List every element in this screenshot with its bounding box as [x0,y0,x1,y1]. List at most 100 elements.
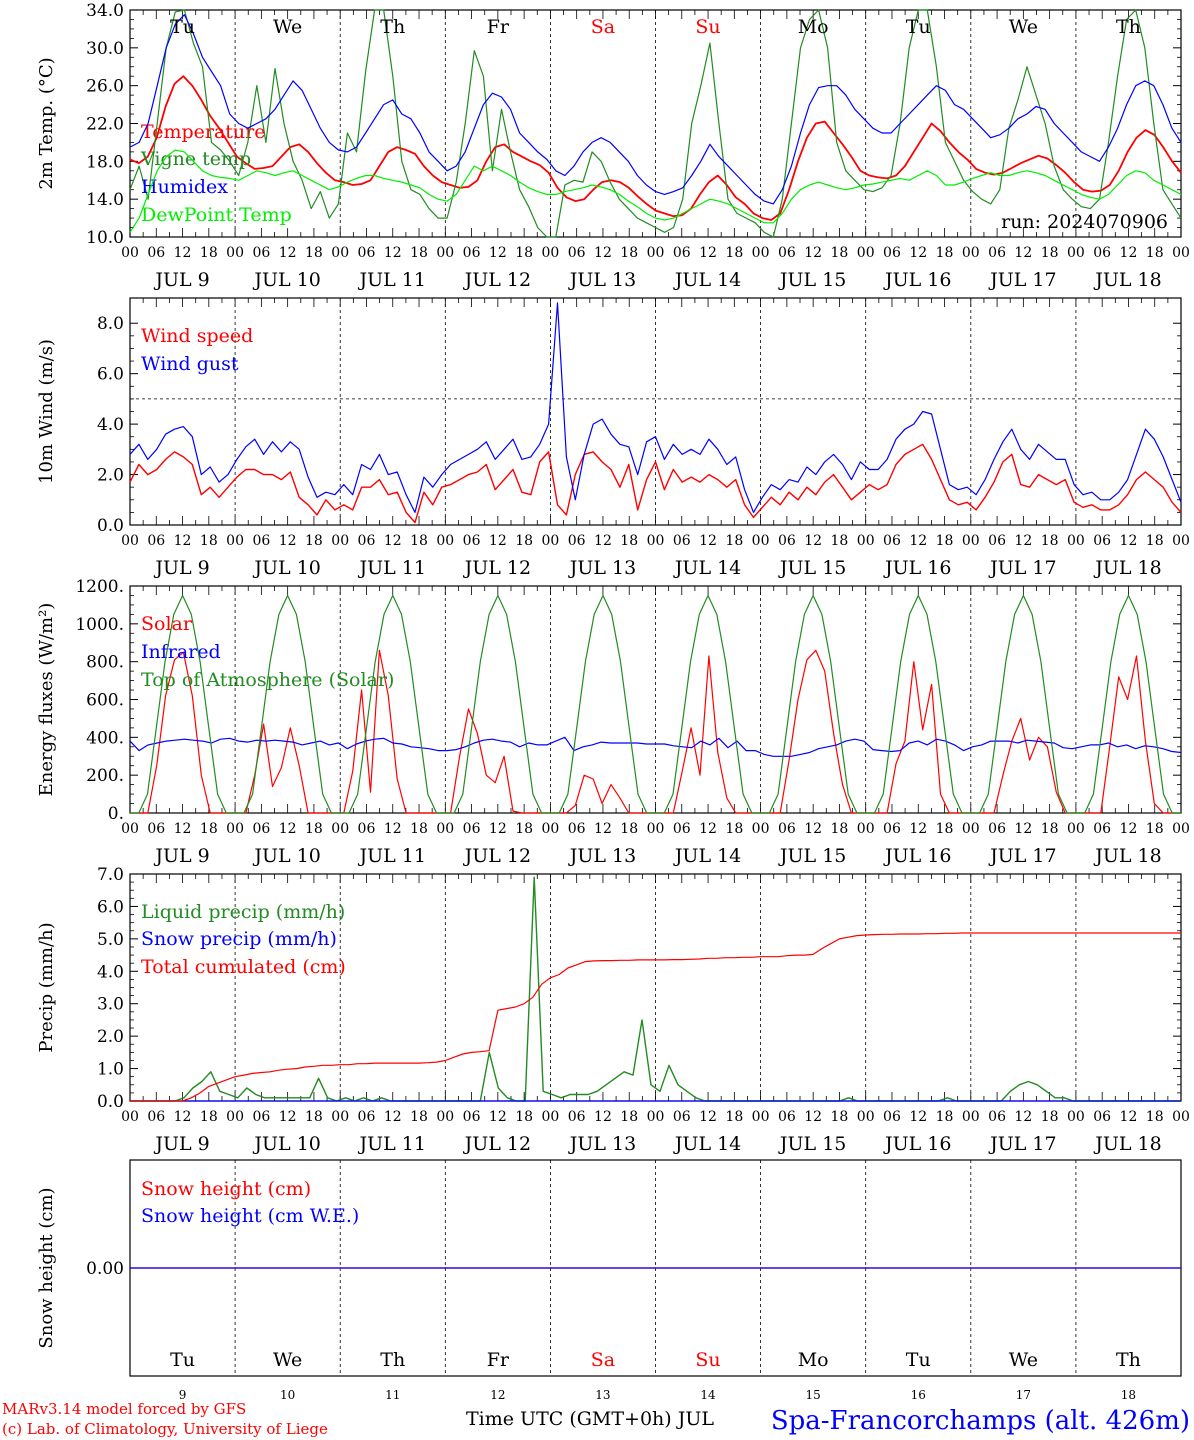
hour-label: 06 [988,533,1006,549]
hour-label: 06 [252,245,270,261]
date-label: JUL 14 [673,269,741,291]
hour-label: 12 [1120,821,1138,837]
hour-label: 18 [200,821,218,837]
hour-label: 00 [331,1109,349,1125]
legend-entry: Temperature [141,121,265,143]
day-abbr: We [1009,16,1038,38]
hour-label: 06 [883,821,901,837]
y-tick-label: 2.0 [97,1027,124,1047]
hour-label: 12 [384,533,402,549]
hour-label: 18 [305,1109,323,1125]
hour-label: 18 [1146,533,1164,549]
hour-label: 00 [541,533,559,549]
day-abbr: Mo [798,16,829,38]
date-label: JUL 13 [568,1133,636,1155]
hour-label: 06 [358,1109,376,1125]
hour-label: 12 [699,245,717,261]
hour-label: 12 [804,821,822,837]
day-number: 15 [806,1388,821,1402]
day-number: 13 [595,1388,610,1402]
hour-label: 00 [436,245,454,261]
day-abbr: Su [695,16,720,38]
hour-label: 06 [673,821,691,837]
hour-label: 00 [121,245,139,261]
hour-label: 18 [410,533,428,549]
hour-label: 00 [1067,1109,1085,1125]
hour-label: 18 [831,533,849,549]
date-label: JUL 11 [358,269,426,291]
day-number: 17 [1016,1388,1031,1402]
hour-label: 00 [331,821,349,837]
hour-label: 18 [200,1109,218,1125]
y-tick-label: 600. [86,691,124,711]
hour-label: 06 [147,245,165,261]
hour-label: 18 [936,533,954,549]
date-label: JUL 16 [883,845,951,867]
hour-label: 12 [489,245,507,261]
hour-label: 00 [436,821,454,837]
hour-label: 12 [174,1109,192,1125]
y-tick-label: 400. [86,728,124,748]
series-line-4 [129,149,1182,233]
hour-label: 00 [752,1109,770,1125]
hour-label: 06 [1093,533,1111,549]
date-label: JUL 10 [252,557,320,579]
legend-entry: Snow precip (mm/h) [141,928,337,950]
day-number: 14 [700,1388,716,1402]
hour-label: 18 [936,821,954,837]
hour-label: 12 [384,245,402,261]
series-line-2 [129,302,1182,514]
y-tick-label: 1000. [75,615,124,635]
date-label: JUL 10 [252,845,320,867]
hour-label: 06 [252,1109,270,1125]
hour-label: 06 [147,821,165,837]
y-tick-label: 4.0 [97,415,124,435]
hour-label: 12 [1014,821,1032,837]
hour-label: 00 [121,1109,139,1125]
series-line-3 [130,932,1181,1102]
hour-label: 12 [489,821,507,837]
hour-label: 00 [857,245,875,261]
hour-label: 00 [857,1109,875,1125]
hour-label: 12 [1120,533,1138,549]
date-label: JUL 17 [988,1133,1056,1155]
hour-label: 18 [515,533,533,549]
hour-label: 06 [463,533,481,549]
legend-entry: Top of Atmosphere (Solar) [141,669,394,691]
day-abbr: Tu [170,16,195,38]
day-abbr: Th [380,16,405,38]
hour-label: 18 [620,533,638,549]
y-tick-label: 30.0 [86,39,124,59]
hour-label: 12 [384,1109,402,1125]
day-abbr: Sa [591,1349,615,1371]
hour-label: 00 [121,533,139,549]
hour-label: 12 [489,533,507,549]
hour-label: 06 [463,245,481,261]
date-label: JUL 15 [778,845,846,867]
station-label: Spa-Francorchamps (alt. 426m) [771,1406,1190,1436]
legend-entry: Vigne temp [140,148,251,170]
panel-4: 0.0 1.0 2.0 3.0 4.0 5.0 6.0 7.0 Precip (mm/h) Liq… [36,865,1190,1155]
hour-label: 12 [594,1109,612,1125]
hour-label: 00 [1172,821,1190,837]
hour-label: 12 [279,245,297,261]
hour-label: 12 [909,533,927,549]
hour-label: 00 [1067,821,1085,837]
hour-label: 12 [174,533,192,549]
hour-label: 06 [568,245,586,261]
day-abbr: Th [1116,16,1141,38]
hour-label: 18 [305,821,323,837]
date-label: JUL 14 [673,845,741,867]
hour-label: 06 [568,821,586,837]
y-tick-label: 6.0 [97,897,124,917]
panel-5: 0.00 Snow height (cm) Snow height (cm) Snow… [36,1159,1182,1402]
hour-label: 18 [936,1109,954,1125]
date-label: JUL 16 [883,557,951,579]
hour-label: 00 [857,533,875,549]
hour-label: 12 [1120,1109,1138,1125]
series-line-2 [129,736,1182,757]
hour-label: 00 [752,533,770,549]
hour-label: 18 [410,1109,428,1125]
hour-label: 18 [831,1109,849,1125]
